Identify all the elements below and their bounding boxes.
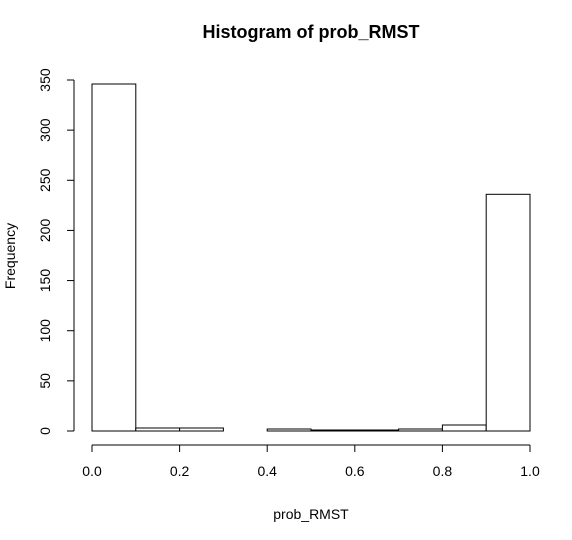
y-tick-label: 300	[37, 118, 53, 142]
x-tick-label: 0.2	[170, 463, 190, 479]
x-tick-label: 0.6	[345, 463, 365, 479]
y-tick-label: 250	[37, 168, 53, 192]
y-axis-ticks: 0 50 100 150 200 250 300 350	[37, 68, 74, 435]
x-tick-label: 0.8	[433, 463, 453, 479]
y-tick-label: 350	[37, 68, 53, 92]
histogram-bar-7	[399, 429, 443, 431]
histogram-bar-6	[355, 430, 399, 431]
x-tick-label: 0.4	[257, 463, 277, 479]
y-tick-label: 0	[37, 427, 53, 435]
histogram-bar-2	[180, 428, 224, 431]
histogram-bar-5	[311, 430, 355, 431]
histogram-bar-4	[267, 429, 311, 431]
histogram-bar-8	[442, 425, 486, 431]
x-axis-ticks: 0.0 0.2 0.4 0.6 0.8 1.0	[82, 445, 540, 479]
histogram-bars	[92, 84, 530, 431]
x-tick-label: 1.0	[520, 463, 540, 479]
histogram-bar-0	[92, 84, 136, 431]
histogram-bar-9	[486, 194, 530, 431]
y-tick-label: 150	[37, 269, 53, 293]
x-tick-label: 0.0	[82, 463, 102, 479]
x-axis-label: prob_RMST	[273, 506, 349, 522]
y-tick-label: 100	[37, 319, 53, 343]
y-tick-label: 50	[37, 373, 53, 389]
y-tick-label: 200	[37, 219, 53, 243]
y-axis-label: Frequency	[2, 223, 18, 289]
histogram-bar-1	[136, 428, 180, 431]
chart-title: Histogram of prob_RMST	[202, 22, 419, 42]
